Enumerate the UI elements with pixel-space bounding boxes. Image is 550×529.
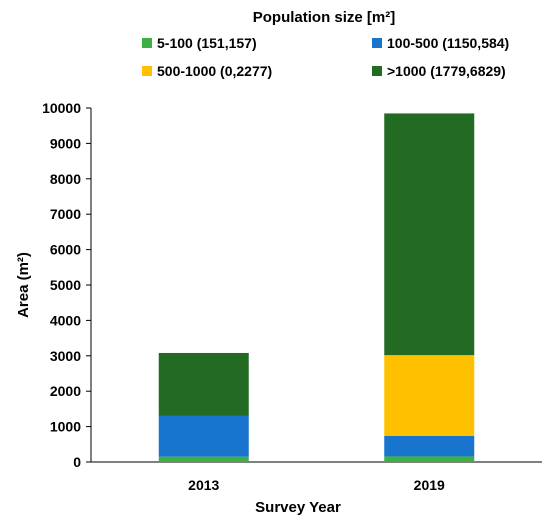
y-tick-label: 10000 <box>42 100 81 116</box>
y-tick-label: 6000 <box>50 242 81 258</box>
x-tick-label: 2019 <box>414 477 445 493</box>
x-axis-label: Survey Year <box>255 499 341 516</box>
legend-label: >1000 (1779,6829) <box>387 63 506 79</box>
bar-segment <box>158 456 249 462</box>
bar-segment <box>384 113 475 356</box>
y-axis-ticks: 0 1000 2000 3000 4000 5000 6000 7000 8000 9000 100… <box>42 100 91 470</box>
x-axis-ticks: 2013 2019 <box>188 477 445 493</box>
y-axis-label: Area (m²) <box>15 252 32 318</box>
bar-segment <box>158 352 249 416</box>
legend-label: 100-500 (1150,584) <box>387 35 509 51</box>
y-tick-label: 7000 <box>50 206 81 222</box>
y-tick-label: 4000 <box>50 312 81 328</box>
y-tick-label: 9000 <box>50 135 81 151</box>
y-tick-label: 3000 <box>50 348 81 364</box>
legend: 5-100 (151,157) 100-500 (1150,584) 500-100… <box>142 35 509 79</box>
bar-segment <box>384 456 475 462</box>
legend-swatch <box>142 66 152 76</box>
y-tick-label: 5000 <box>50 277 81 293</box>
y-tick-label: 8000 <box>50 171 81 187</box>
bars <box>158 113 475 462</box>
y-tick-label: 1000 <box>50 419 81 435</box>
bar-segment <box>384 355 475 436</box>
legend-label: 500-1000 (0,2277) <box>157 63 272 79</box>
legend-swatch <box>372 38 382 48</box>
legend-swatch <box>372 66 382 76</box>
legend-label: 5-100 (151,157) <box>157 35 257 51</box>
x-tick-label: 2013 <box>188 477 219 493</box>
bar-segment <box>384 435 475 457</box>
legend-swatch <box>142 38 152 48</box>
y-tick-label: 0 <box>73 454 81 470</box>
legend-title: Population size [m²] <box>253 9 396 26</box>
y-tick-label: 2000 <box>50 383 81 399</box>
bar-segment <box>158 415 249 457</box>
